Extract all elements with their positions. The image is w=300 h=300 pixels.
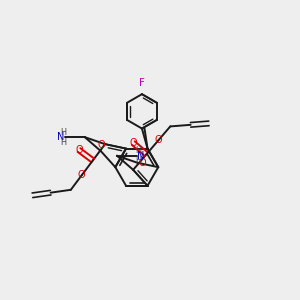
- Text: O: O: [139, 158, 146, 168]
- Text: H: H: [60, 138, 66, 147]
- Text: O: O: [78, 170, 85, 180]
- Text: H: H: [60, 128, 66, 137]
- Text: H: H: [135, 156, 142, 165]
- Text: H: H: [135, 146, 142, 155]
- Text: N: N: [57, 132, 65, 142]
- Text: O: O: [97, 140, 105, 150]
- Text: O: O: [129, 138, 137, 148]
- Text: F: F: [139, 78, 145, 88]
- Text: O: O: [75, 145, 83, 155]
- Text: O: O: [154, 135, 162, 146]
- Text: N: N: [137, 151, 144, 161]
